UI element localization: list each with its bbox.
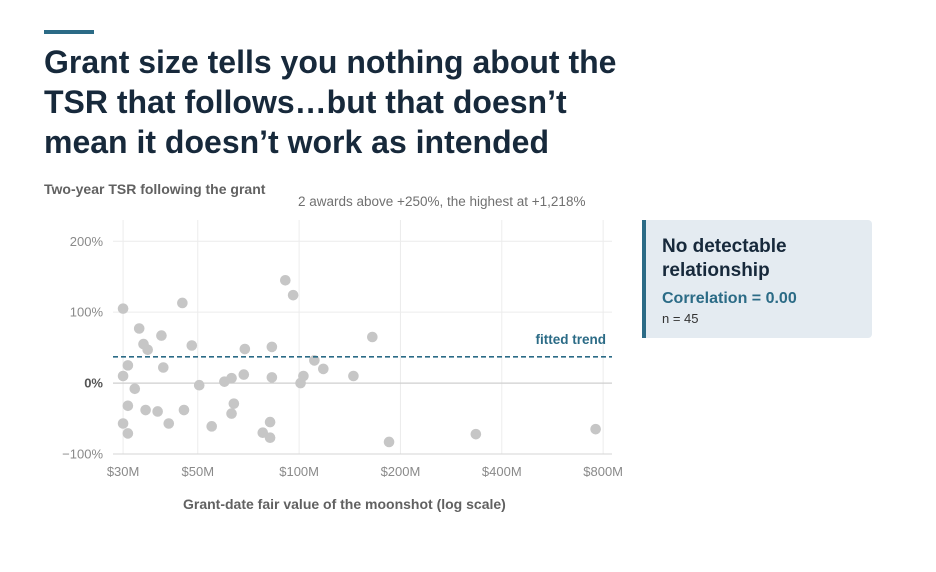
- x-tick-label: $800M: [583, 464, 623, 479]
- y-tick-label: 0%: [84, 376, 103, 391]
- data-point: [226, 408, 237, 419]
- data-point: [228, 398, 240, 409]
- data-point: [117, 303, 129, 314]
- data-point: [226, 372, 237, 384]
- data-point: [122, 360, 134, 371]
- x-axis-title: Grant-date fair value of the moonshot (l…: [183, 496, 506, 512]
- data-point: [298, 370, 309, 382]
- data-point: [177, 297, 188, 309]
- data-point: [309, 355, 320, 366]
- insight-callout: No detectable relationship Correlation =…: [642, 220, 872, 338]
- x-tick-label: $50M: [182, 464, 215, 479]
- data-point: [318, 363, 329, 375]
- accent-bar: [44, 30, 94, 34]
- data-point: [238, 369, 250, 380]
- data-point: [152, 406, 163, 417]
- data-point: [590, 423, 601, 435]
- grid-lines: [113, 220, 612, 454]
- data-point: [186, 340, 198, 351]
- tick-labels: −100% 0% 100% 200% $30M $50M $100M $200M $400M $8…: [62, 234, 623, 479]
- x-tick-label: $100M: [279, 464, 319, 479]
- y-tick-label: 100%: [70, 305, 104, 320]
- axis-lines: [113, 382, 612, 455]
- x-tick-label: $200M: [381, 464, 421, 479]
- data-point: [287, 289, 299, 301]
- sample-size: n = 45: [662, 311, 699, 326]
- data-point: [142, 344, 153, 356]
- data-point: [193, 379, 205, 391]
- data-point: [266, 341, 278, 353]
- data-point: [367, 331, 378, 343]
- outlier-annotation: 2 awards above +250%, the highest at +1,…: [298, 194, 586, 209]
- y-tick-label: −100%: [62, 447, 103, 462]
- y-tick-label: 200%: [70, 234, 104, 249]
- data-point: [163, 418, 175, 429]
- data-point: [122, 428, 134, 439]
- data-point: [117, 418, 129, 429]
- data-point: [383, 436, 395, 448]
- correlation-value: Correlation = 0.00: [662, 290, 797, 307]
- data-point: [156, 330, 167, 341]
- data-point: [266, 372, 278, 383]
- data-point: [264, 416, 276, 428]
- page-title: Grant size tells you nothing about the T…: [44, 44, 617, 160]
- data-point: [122, 400, 134, 412]
- data-point: [129, 383, 141, 395]
- data-point: [178, 404, 190, 416]
- data-point: [140, 404, 151, 416]
- data-point: [117, 370, 129, 382]
- data-point: [280, 274, 291, 286]
- data-point: [348, 370, 359, 382]
- callout-title: No detectable relationship: [662, 236, 787, 281]
- trend-label: fitted trend: [536, 332, 607, 347]
- data-point: [239, 343, 251, 355]
- data-point: [264, 432, 276, 443]
- data-point: [206, 421, 218, 432]
- x-tick-label: $400M: [482, 464, 522, 479]
- data-points: [117, 274, 601, 448]
- data-point: [158, 362, 169, 373]
- x-tick-label: $30M: [107, 464, 140, 479]
- y-axis-title: Two-year TSR following the grant: [44, 181, 266, 197]
- data-point: [470, 428, 482, 440]
- trend-layer: fitted trend: [113, 332, 612, 358]
- data-point: [133, 323, 145, 334]
